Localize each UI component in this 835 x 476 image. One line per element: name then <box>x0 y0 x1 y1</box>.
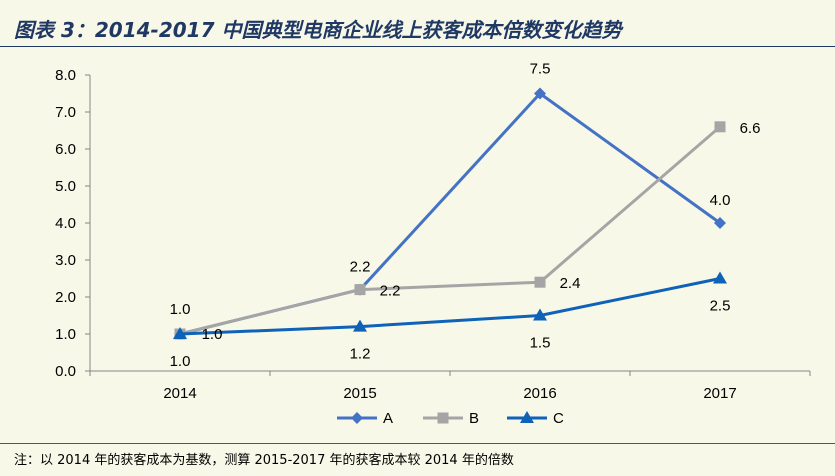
y-tick-label: 7.0 <box>55 104 76 121</box>
legend-marker-a <box>351 412 363 424</box>
x-tick-label: 2016 <box>523 385 556 402</box>
y-tick-label: 6.0 <box>55 141 76 158</box>
legend-label-b: B <box>469 410 479 427</box>
data-label-c: 1.2 <box>350 346 371 363</box>
series-point-c <box>713 271 727 284</box>
legend-marker-b <box>437 412 449 424</box>
x-tick-label: 2017 <box>703 385 736 402</box>
footnote-divider <box>0 443 835 444</box>
series-point-b <box>354 284 366 296</box>
data-label-a: 2.2 <box>350 259 371 276</box>
data-label-b: 6.6 <box>740 120 761 137</box>
chart-title: 图表 3：2014-2017 中国典型电商企业线上获客成本倍数变化趋势 <box>14 18 622 42</box>
title-divider <box>0 46 835 47</box>
y-tick-label: 1.0 <box>55 326 76 343</box>
data-label-c: 1.5 <box>530 335 551 352</box>
y-tick-label: 2.0 <box>55 289 76 306</box>
series-point-c <box>533 308 547 321</box>
footnote: 注：以 2014 年的获客成本为基数，测算 2015-2017 年的获客成本较 … <box>14 453 514 468</box>
y-tick-label: 8.0 <box>55 67 76 84</box>
data-label-a: 1.0 <box>202 326 223 343</box>
data-label-c: 1.0 <box>170 353 191 370</box>
x-tick-label: 2014 <box>163 385 196 402</box>
series-point-a <box>534 87 546 100</box>
data-label-a: 4.0 <box>710 192 731 209</box>
data-label-b: 2.2 <box>380 283 401 300</box>
y-tick-label: 4.0 <box>55 215 76 232</box>
legend-label-c: C <box>553 410 564 427</box>
chart-axes: 0.0 1.0 2.0 3.0 4.0 5.0 6.0 7.0 8.0 2014 2015 2016 2… <box>55 67 811 402</box>
series-point-b <box>534 276 546 288</box>
data-label-b: 2.4 <box>560 275 581 292</box>
y-tick-label: 0.0 <box>55 363 76 380</box>
series-point-a <box>714 217 726 229</box>
legend-marker-c <box>520 411 534 423</box>
series-point-c <box>173 327 187 339</box>
chart-legend: A B C <box>337 410 564 427</box>
series-point-c <box>353 319 367 332</box>
chart-series <box>173 87 727 340</box>
data-label-a: 7.5 <box>530 61 551 78</box>
chart-data-labels: 2.2 7.5 4.0 1.0 2.2 2.4 6.6 1.0 1.2 1.5 2.5 1.0 <box>170 61 761 371</box>
x-tick-label: 2015 <box>343 385 376 402</box>
y-tick-label: 5.0 <box>55 178 76 195</box>
y-tick-label: 3.0 <box>55 252 76 269</box>
series-line-c <box>179 277 721 336</box>
series-line-b <box>179 125 721 336</box>
line-chart: 0.0 1.0 2.0 3.0 4.0 5.0 6.0 7.0 8.0 2014 2015 2016 2… <box>55 61 811 427</box>
data-label-c: 2.5 <box>710 298 731 315</box>
series-point-b <box>714 121 726 133</box>
legend-label-a: A <box>383 410 393 427</box>
data-label-b: 1.0 <box>170 301 191 318</box>
series-line-a <box>179 92 721 336</box>
